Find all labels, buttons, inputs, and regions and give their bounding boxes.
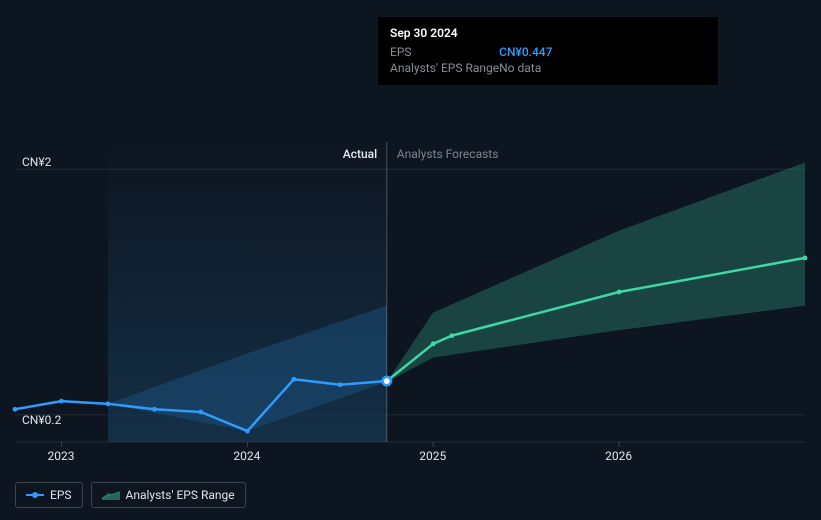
forecast-point bbox=[449, 333, 454, 338]
eps-point bbox=[152, 407, 157, 412]
legend-label: Analysts' EPS Range bbox=[126, 488, 235, 502]
y-axis-label: CN¥0.2 bbox=[22, 413, 61, 427]
legend-item[interactable]: EPS bbox=[15, 482, 83, 508]
forecast-point bbox=[431, 341, 436, 346]
tooltip-key: EPS bbox=[390, 44, 499, 60]
x-axis-label: 2023 bbox=[47, 449, 74, 463]
tooltip-row: Analysts' EPS Range No data bbox=[390, 60, 552, 76]
eps-point bbox=[291, 377, 296, 382]
eps-point bbox=[198, 410, 203, 415]
region-label-forecast: Analysts Forecasts bbox=[397, 147, 499, 161]
eps-point bbox=[338, 382, 343, 387]
tooltip-row: EPS CN¥0.447 bbox=[390, 44, 552, 60]
region-label-actual: Actual bbox=[343, 147, 377, 161]
y-axis-label: CN¥2 bbox=[22, 155, 51, 169]
forecast-point bbox=[617, 290, 622, 295]
eps-point-highlight[interactable] bbox=[383, 377, 391, 385]
legend-label: EPS bbox=[50, 488, 72, 502]
tooltip-value: CN¥0.447 bbox=[499, 44, 552, 60]
tooltip-date: Sep 30 2024 bbox=[390, 26, 706, 40]
tooltip-table: EPS CN¥0.447 Analysts' EPS Range No data bbox=[390, 44, 552, 76]
tooltip-key: Analysts' EPS Range bbox=[390, 60, 499, 76]
eps-point bbox=[106, 401, 111, 406]
chart-legend: EPS Analysts' EPS Range bbox=[15, 482, 246, 508]
eps-point bbox=[13, 407, 18, 412]
x-axis-label: 2024 bbox=[233, 449, 260, 463]
legend-item[interactable]: Analysts' EPS Range bbox=[91, 482, 246, 508]
chart-tooltip: Sep 30 2024 EPS CN¥0.447 Analysts' EPS R… bbox=[378, 17, 718, 85]
area-swatch-icon bbox=[102, 490, 120, 500]
tooltip-value: No data bbox=[499, 60, 552, 76]
x-axis-label: 2026 bbox=[605, 449, 632, 463]
x-axis-label: 2025 bbox=[419, 449, 446, 463]
eps-point bbox=[59, 399, 64, 404]
eps-point bbox=[245, 429, 250, 434]
line-swatch-icon bbox=[26, 490, 44, 500]
forecast-point bbox=[803, 256, 808, 261]
